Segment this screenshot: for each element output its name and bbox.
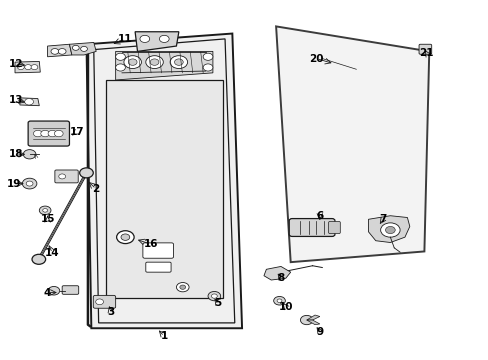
Text: 10: 10 — [278, 302, 292, 312]
Circle shape — [277, 299, 282, 302]
Polygon shape — [306, 315, 319, 320]
Circle shape — [116, 64, 125, 71]
Text: 11: 11 — [118, 34, 132, 44]
Circle shape — [32, 254, 45, 264]
FancyBboxPatch shape — [93, 296, 116, 308]
Circle shape — [128, 59, 137, 65]
Text: 6: 6 — [316, 211, 323, 221]
FancyBboxPatch shape — [55, 170, 78, 183]
Circle shape — [176, 283, 189, 292]
Circle shape — [58, 49, 66, 54]
Circle shape — [170, 56, 187, 68]
Circle shape — [54, 130, 63, 137]
FancyBboxPatch shape — [328, 221, 340, 234]
Polygon shape — [47, 44, 72, 57]
Circle shape — [59, 174, 65, 179]
Circle shape — [150, 59, 159, 65]
Circle shape — [48, 130, 57, 137]
Circle shape — [211, 294, 217, 298]
Polygon shape — [15, 62, 40, 73]
Circle shape — [207, 292, 220, 301]
Circle shape — [203, 64, 212, 71]
Polygon shape — [116, 51, 212, 80]
Text: 2: 2 — [92, 184, 100, 194]
Circle shape — [159, 35, 169, 42]
Text: 19: 19 — [6, 179, 20, 189]
Text: 9: 9 — [316, 327, 323, 337]
Circle shape — [48, 287, 60, 295]
Text: 21: 21 — [419, 48, 433, 58]
Text: 5: 5 — [214, 298, 221, 308]
Circle shape — [81, 46, 87, 51]
Circle shape — [25, 99, 33, 105]
FancyBboxPatch shape — [288, 219, 334, 237]
Text: 8: 8 — [277, 273, 284, 283]
Polygon shape — [20, 98, 39, 106]
Text: 1: 1 — [161, 332, 167, 342]
Circle shape — [25, 64, 31, 69]
Polygon shape — [135, 32, 179, 51]
Polygon shape — [106, 80, 222, 298]
Circle shape — [96, 299, 103, 305]
Text: 3: 3 — [107, 307, 114, 317]
Circle shape — [41, 130, 49, 137]
FancyBboxPatch shape — [142, 243, 173, 258]
Text: 20: 20 — [308, 54, 323, 64]
Circle shape — [180, 285, 185, 289]
FancyBboxPatch shape — [62, 286, 79, 294]
Circle shape — [72, 45, 79, 50]
Circle shape — [39, 206, 51, 215]
Text: 14: 14 — [45, 248, 60, 258]
Text: 7: 7 — [379, 214, 386, 224]
Circle shape — [31, 64, 38, 69]
Circle shape — [80, 168, 93, 178]
Polygon shape — [306, 320, 319, 325]
Polygon shape — [276, 26, 428, 262]
Circle shape — [174, 59, 183, 65]
Circle shape — [26, 181, 33, 186]
Circle shape — [33, 130, 42, 137]
Polygon shape — [368, 216, 409, 243]
Circle shape — [380, 223, 399, 237]
Circle shape — [300, 315, 312, 325]
Text: 16: 16 — [143, 239, 158, 249]
Circle shape — [18, 64, 24, 69]
Text: 15: 15 — [40, 214, 55, 224]
Circle shape — [42, 208, 47, 212]
Circle shape — [51, 49, 59, 54]
Circle shape — [123, 56, 141, 68]
Text: 13: 13 — [9, 95, 23, 105]
Text: 4: 4 — [44, 288, 51, 297]
Polygon shape — [264, 266, 290, 280]
Circle shape — [116, 53, 125, 60]
Circle shape — [273, 296, 285, 305]
Polygon shape — [69, 42, 96, 55]
Polygon shape — [86, 33, 242, 328]
Text: 12: 12 — [9, 59, 23, 69]
Text: 17: 17 — [69, 127, 84, 137]
FancyBboxPatch shape — [145, 262, 171, 272]
FancyBboxPatch shape — [418, 44, 431, 54]
Circle shape — [140, 35, 149, 42]
FancyBboxPatch shape — [28, 121, 69, 146]
Circle shape — [23, 150, 36, 159]
Circle shape — [385, 226, 394, 234]
Circle shape — [203, 53, 212, 60]
Circle shape — [22, 178, 37, 189]
Text: 18: 18 — [9, 149, 23, 159]
Circle shape — [121, 234, 129, 240]
Circle shape — [116, 231, 134, 244]
Circle shape — [145, 56, 163, 68]
